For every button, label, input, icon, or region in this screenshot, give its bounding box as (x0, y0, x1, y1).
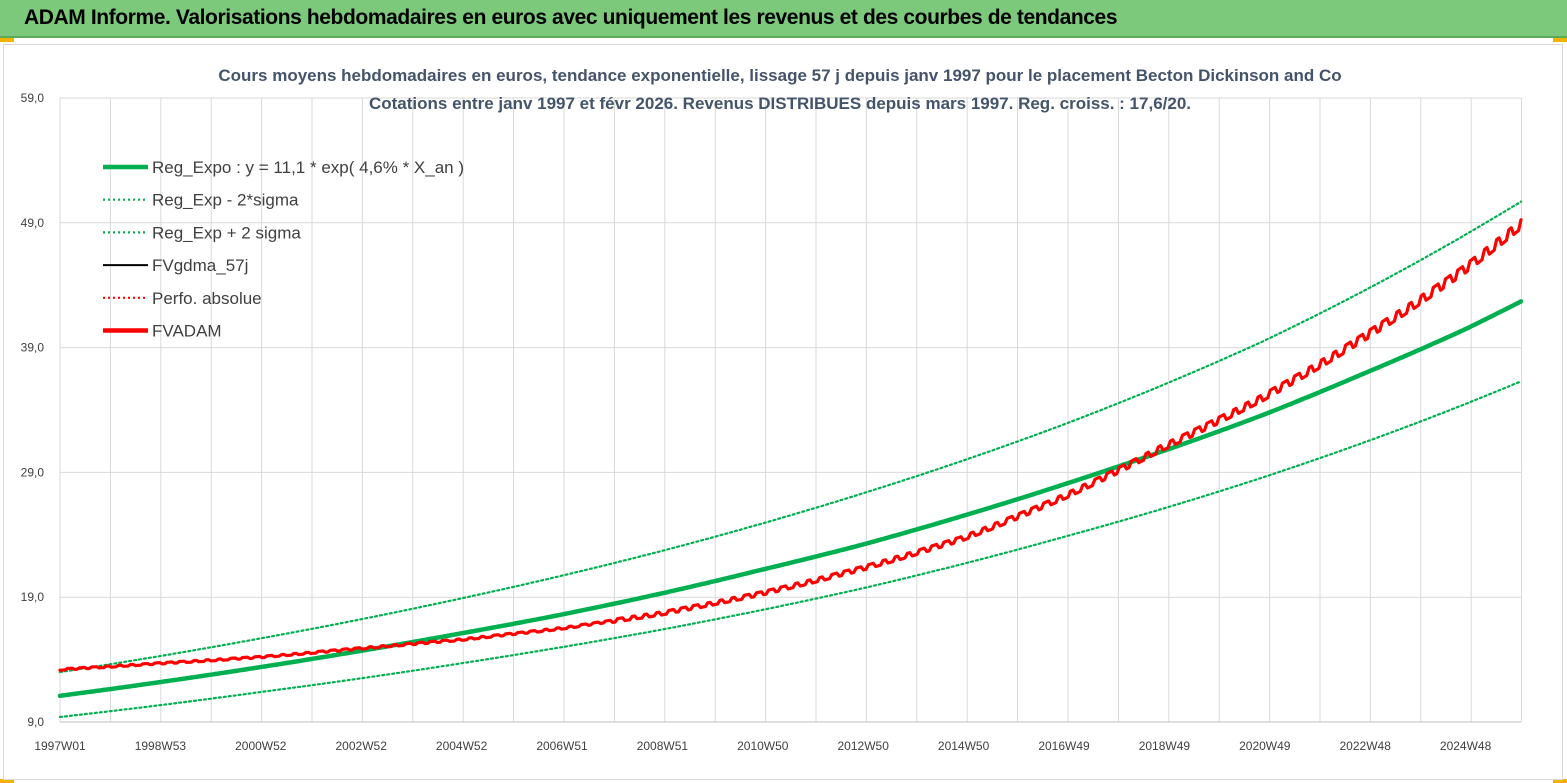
x-tick-label: 1998W53 (135, 739, 187, 753)
grid-lines (59, 97, 1523, 723)
x-tick-label: 2012W50 (838, 739, 890, 753)
legend-label: FVgdma_57j (152, 256, 248, 275)
series-line-0 (57, 299, 1524, 699)
y-axis-ticks: 59,0 49,0 39,0 29,0 19,0 9,0 (21, 91, 45, 729)
y-tick-label: 29,0 (21, 465, 45, 479)
corner-mark-top-right (1553, 38, 1567, 42)
x-tick-label: 2000W52 (235, 739, 287, 753)
legend-label: Reg_Exp + 2 sigma (152, 223, 301, 242)
y-tick-label: 39,0 (21, 341, 45, 355)
x-tick-label: 2016W49 (1038, 739, 1090, 753)
report-title: ADAM Informe. Valorisations hebdomadaire… (24, 6, 1118, 29)
corner-mark-bottom-right (1553, 779, 1567, 783)
x-tick-label: 2006W51 (536, 739, 588, 753)
x-tick-label: 2002W52 (336, 739, 388, 753)
legend-label: Perfo. absolue (152, 289, 262, 308)
y-tick-label: 9,0 (27, 715, 44, 729)
x-tick-label: 2008W51 (637, 739, 689, 753)
y-tick-label: 59,0 (21, 91, 45, 105)
x-tick-label: 2004W52 (436, 739, 488, 753)
series-line-5 (58, 218, 1523, 672)
legend: Reg_Expo : y = 11,1 * exp( 4,6% * X_an )… (103, 158, 464, 341)
y-tick-label: 49,0 (21, 216, 45, 230)
chart-title: Cours moyens hebdomadaires en euros, ten… (218, 66, 1341, 85)
x-tick-label: 1997W01 (34, 739, 86, 753)
chart-subtitle: Cotations entre janv 1997 et févr 2026. … (369, 94, 1191, 113)
series-line-4 (58, 218, 1523, 672)
x-tick-label: 2020W49 (1239, 739, 1291, 753)
y-tick-label: 19,0 (21, 590, 45, 604)
legend-label: Reg_Exp - 2*sigma (152, 191, 299, 210)
x-tick-label: 2022W48 (1340, 739, 1392, 753)
report-header: ADAM Informe. Valorisations hebdomadaire… (0, 0, 1567, 38)
legend-label: Reg_Expo : y = 11,1 * exp( 4,6% * X_an ) (152, 158, 464, 177)
x-tick-label: 2010W50 (737, 739, 789, 753)
series-line-1 (58, 380, 1523, 719)
x-tick-label: 2024W48 (1440, 739, 1492, 753)
x-axis-ticks: 1997W01 1998W53 2000W52 2002W52 2004W52 2006W… (34, 739, 1491, 753)
series-line-3 (59, 218, 1522, 672)
series-line-2 (58, 200, 1523, 674)
x-tick-label: 2014W50 (938, 739, 990, 753)
corner-mark-top-left (0, 38, 14, 42)
series-lines (57, 200, 1524, 719)
x-tick-label: 2018W49 (1139, 739, 1191, 753)
corner-mark-bottom-left (0, 779, 14, 783)
legend-label: FVADAM (152, 322, 222, 341)
